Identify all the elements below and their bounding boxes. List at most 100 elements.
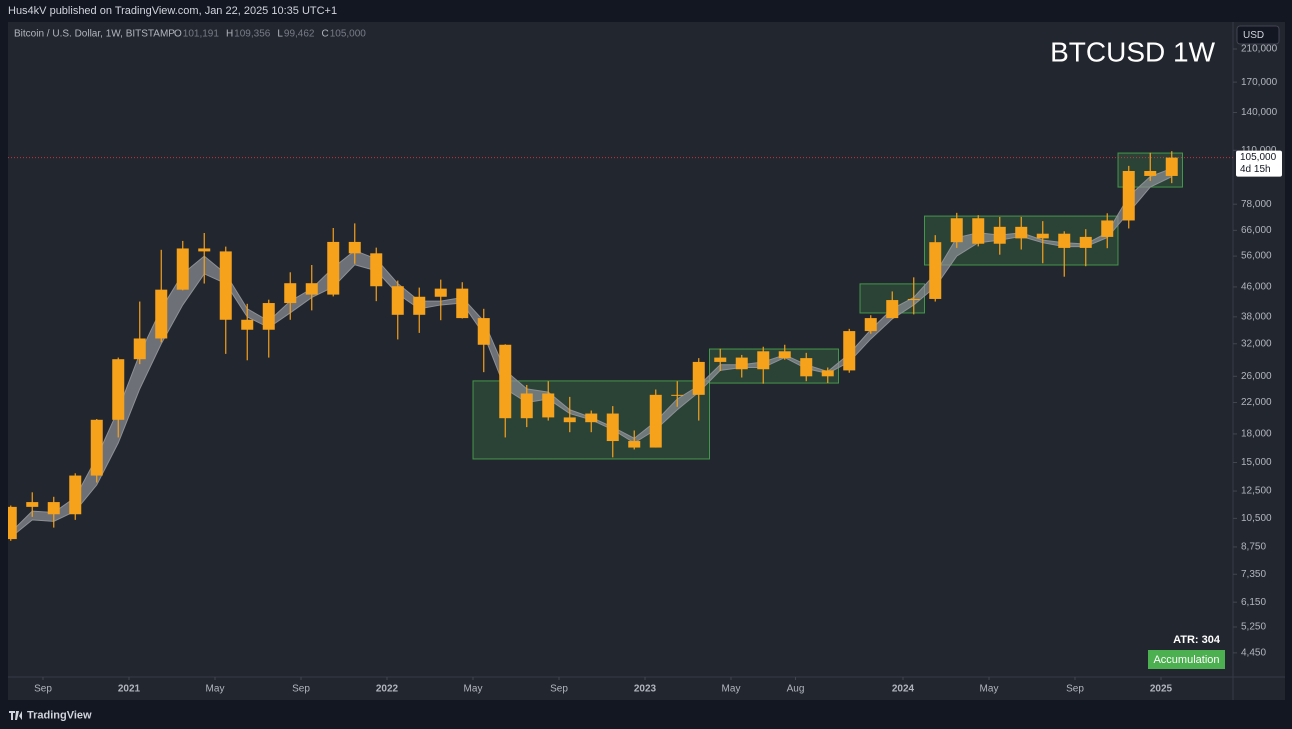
x-tick-label: 2022	[376, 684, 399, 695]
candle-body	[1036, 233, 1049, 239]
candle-body	[907, 298, 920, 301]
y-tick-label: 66,000	[1241, 225, 1272, 236]
y-tick-label: 18,000	[1241, 429, 1272, 440]
candle-body	[778, 351, 791, 359]
candle-body	[391, 286, 404, 315]
candle-body	[90, 419, 103, 476]
badge-background	[1148, 650, 1225, 669]
y-tick-label: 56,000	[1241, 251, 1272, 262]
y-tick-label: 110,000	[1241, 145, 1277, 156]
candle-body	[929, 242, 942, 299]
x-tick-label: May	[722, 684, 741, 695]
y-tick-label: 22,000	[1241, 397, 1272, 408]
candle-body	[327, 241, 340, 295]
candle-body	[628, 441, 641, 448]
legend-value: 101,191	[183, 29, 220, 40]
y-tick-label: 8,750	[1241, 542, 1266, 553]
y-tick-label: 15,000	[1241, 457, 1272, 468]
candle-body	[585, 413, 598, 423]
x-tick-label: 2023	[634, 684, 657, 695]
candle-body	[8, 506, 17, 540]
x-tick-label: 2021	[118, 684, 141, 695]
y-tick-label: 170,000	[1241, 77, 1278, 88]
published-note: Hus4kV published on TradingView.com, Jan…	[8, 5, 337, 17]
candle-body	[284, 283, 297, 304]
symbol-line: Bitcoin / U.S. Dollar, 1W, BITSTAMP	[14, 29, 175, 40]
y-tick-label: 32,000	[1241, 338, 1272, 349]
candle-body	[1079, 236, 1092, 248]
candle-body	[176, 248, 189, 290]
candle-body	[434, 288, 447, 297]
candle-body	[241, 319, 254, 330]
candle-body	[972, 218, 985, 244]
x-tick-label: May	[464, 684, 483, 695]
x-tick-label: Sep	[1066, 684, 1084, 695]
candle-body	[1058, 233, 1071, 248]
y-tick-label: 46,000	[1241, 282, 1272, 293]
candle-body	[735, 357, 748, 370]
candle-body	[563, 417, 576, 423]
y-tick-label: 7,350	[1241, 569, 1266, 580]
brand-logo	[9, 711, 22, 720]
x-tick-label: Sep	[34, 684, 52, 695]
currency-button[interactable]	[1236, 25, 1280, 45]
candle-body	[843, 331, 856, 371]
candle-body	[69, 475, 82, 515]
last-price-tag	[1236, 150, 1282, 177]
candle-body	[821, 370, 834, 377]
y-tick-label: 4,450	[1241, 648, 1266, 659]
x-tick-label: 2024	[892, 684, 915, 695]
legend-value: 99,462	[284, 29, 315, 40]
candle-body	[370, 253, 383, 287]
candle-body	[950, 218, 963, 243]
candle-body	[348, 241, 361, 254]
y-tick-label: 38,000	[1241, 311, 1272, 322]
candle-body	[219, 251, 232, 320]
candle-body	[757, 351, 770, 370]
chart-panel	[8, 22, 1285, 700]
y-tick-label: 78,000	[1241, 199, 1272, 210]
legend-key: C	[321, 29, 328, 40]
x-tick-label: May	[980, 684, 999, 695]
y-tick-label: 10,500	[1241, 513, 1272, 524]
brand-name: TradingView	[27, 709, 92, 721]
candle-body	[649, 394, 662, 448]
candle-body	[456, 288, 469, 319]
candle-body	[1144, 170, 1157, 176]
candle-body	[714, 357, 727, 362]
candle-body	[692, 361, 705, 395]
candle-body	[262, 303, 275, 330]
legend-value: 105,000	[330, 29, 367, 40]
y-tick-label: 5,250	[1241, 622, 1266, 633]
x-tick-label: Aug	[787, 684, 805, 695]
candle-body	[520, 393, 533, 419]
candle-body	[305, 283, 318, 295]
x-tick-label: May	[206, 684, 225, 695]
last-price-label: 105,000	[1240, 152, 1277, 163]
candle-body	[864, 318, 877, 332]
ohlc-legend: O 101,191 H 109,356 L 99,462 C 105,000	[174, 29, 366, 40]
countdown-label: 4d 15h	[1240, 164, 1271, 175]
badge-text: Accumulation	[1153, 654, 1219, 666]
y-tick-label: 6,150	[1241, 597, 1266, 608]
candle-body	[1015, 226, 1028, 239]
candle-body	[499, 344, 512, 419]
y-tick-label: 12,500	[1241, 486, 1272, 497]
candle-body	[47, 502, 60, 515]
legend-key: O	[174, 29, 182, 40]
plot-area	[8, 151, 1233, 541]
candle-body	[671, 394, 684, 396]
candle-body	[1165, 157, 1178, 176]
candle-body	[993, 226, 1006, 244]
candle-body	[112, 359, 125, 420]
y-tick-label: 140,000	[1241, 107, 1278, 118]
candle-body	[26, 502, 39, 507]
candle-body	[413, 296, 426, 315]
currency-label: USD	[1243, 30, 1264, 41]
candle-body	[606, 413, 619, 442]
indicator-label: ATR: 304	[1173, 634, 1221, 646]
candle-body	[542, 393, 555, 418]
candle-body	[155, 289, 168, 339]
chart-title: BTCUSD 1W	[1050, 36, 1215, 67]
